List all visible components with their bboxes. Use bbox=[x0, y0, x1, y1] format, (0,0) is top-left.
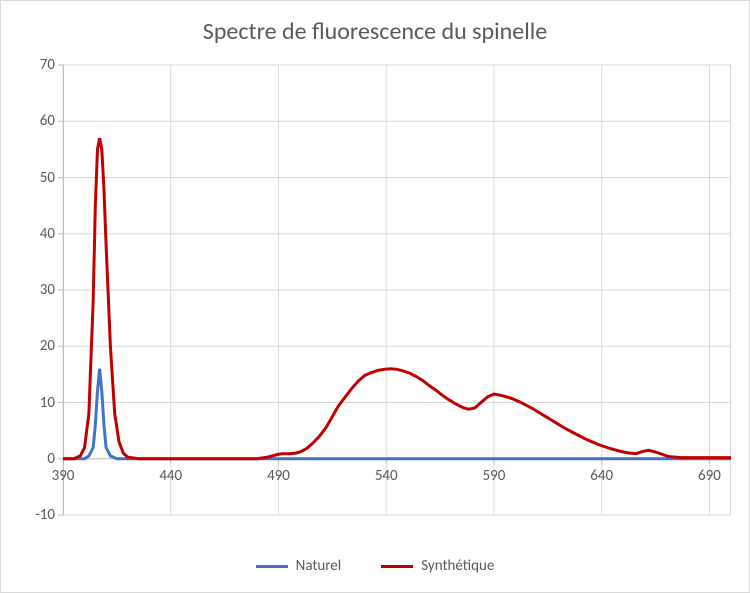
x-tick-label: 590 bbox=[483, 467, 506, 485]
y-tick-label: 0 bbox=[15, 450, 55, 468]
y-tick-label: 30 bbox=[15, 281, 55, 299]
legend-label: Synthétique bbox=[421, 557, 494, 575]
plot-svg bbox=[63, 65, 731, 515]
legend-item: Synthétique bbox=[381, 557, 494, 575]
plot-area bbox=[63, 65, 731, 515]
chart-title: Spectre de fluorescence du spinelle bbox=[1, 17, 749, 46]
x-tick-label: 490 bbox=[267, 467, 290, 485]
chart-container: Spectre de fluorescence du spinelle -10 0… bbox=[0, 0, 750, 593]
legend: Naturel Synthétique bbox=[1, 557, 749, 575]
legend-swatch bbox=[256, 565, 288, 568]
x-tick-label: 690 bbox=[698, 467, 721, 485]
x-tick-label: 540 bbox=[375, 467, 398, 485]
legend-swatch bbox=[381, 565, 413, 568]
y-tick-label: 10 bbox=[15, 394, 55, 412]
y-tick-label: 50 bbox=[15, 169, 55, 187]
series-naturel bbox=[63, 369, 731, 459]
y-tick-label: -10 bbox=[15, 506, 55, 524]
series-synthétique bbox=[63, 138, 731, 459]
y-tick-label: 70 bbox=[15, 56, 55, 74]
y-tick-label: 60 bbox=[15, 112, 55, 130]
y-tick-label: 40 bbox=[15, 225, 55, 243]
x-tick-label: 640 bbox=[590, 467, 613, 485]
legend-label: Naturel bbox=[296, 557, 342, 575]
legend-item: Naturel bbox=[256, 557, 342, 575]
x-tick-label: 390 bbox=[52, 467, 75, 485]
x-tick-label: 440 bbox=[159, 467, 182, 485]
y-tick-label: 20 bbox=[15, 337, 55, 355]
